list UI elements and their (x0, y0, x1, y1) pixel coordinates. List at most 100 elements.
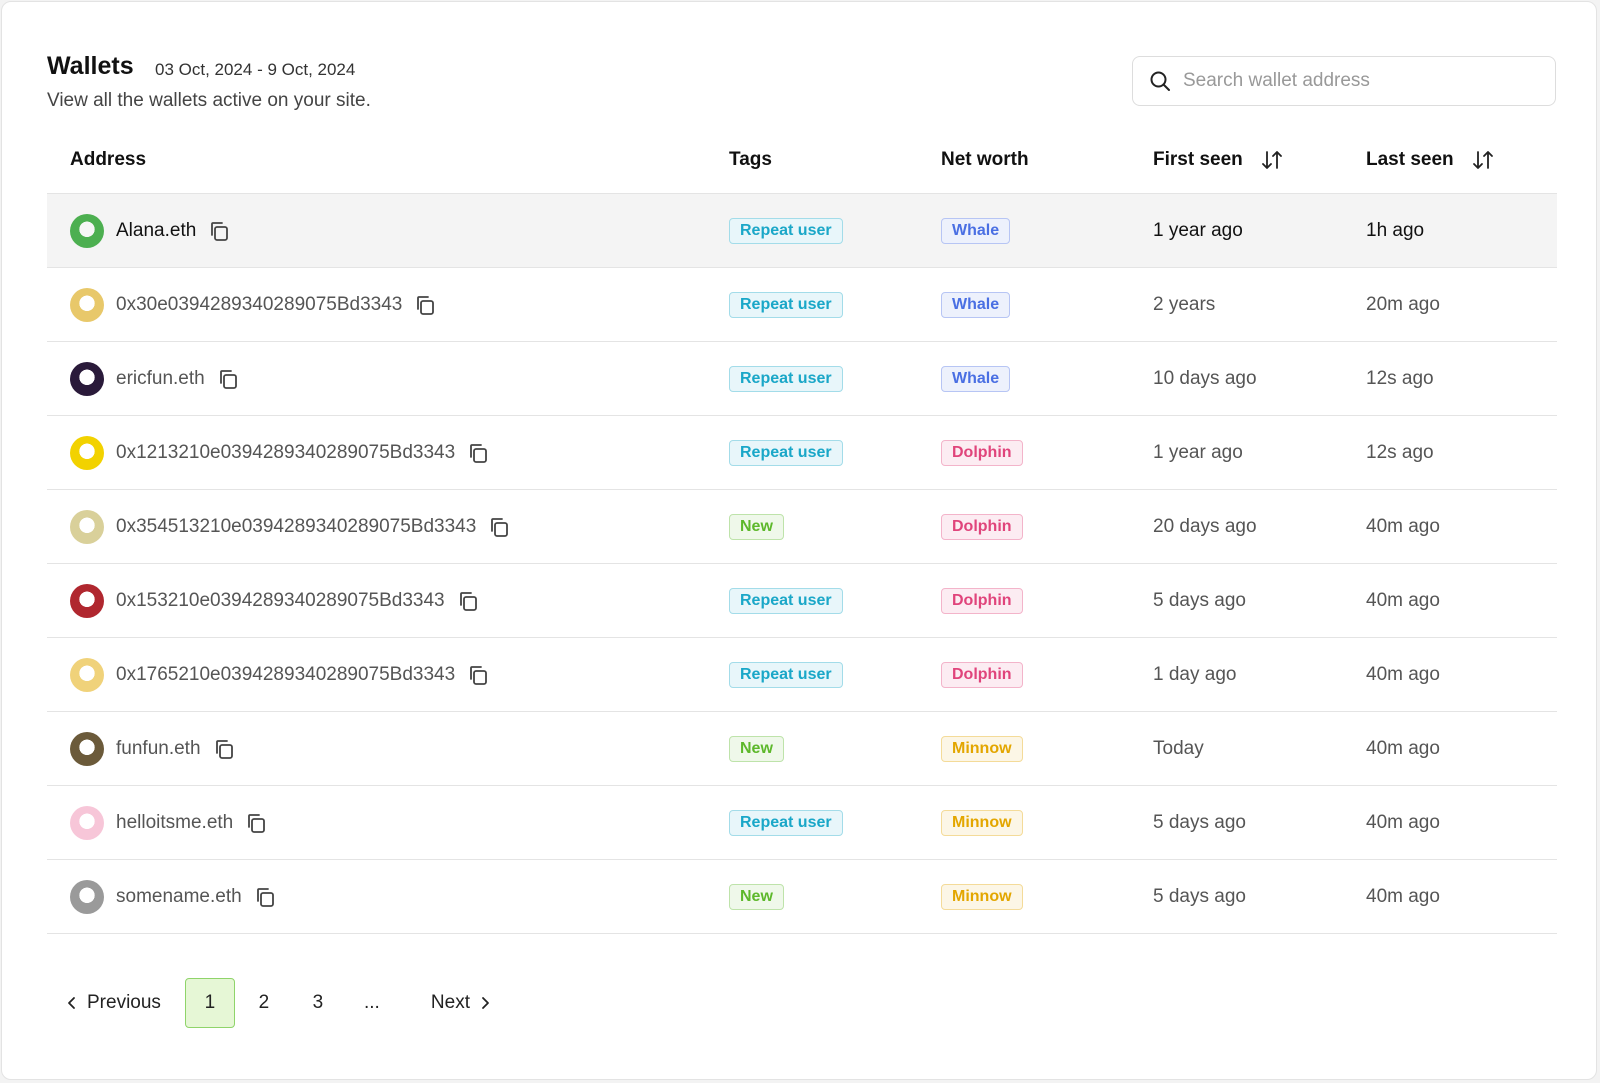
net-worth-pill: Dolphin (941, 439, 1023, 466)
page-button[interactable]: 1 (184, 978, 235, 1028)
copy-icon[interactable] (488, 516, 510, 538)
address-cell: 0x30e0394289340289075Bd3343 (47, 287, 706, 322)
tag-pill: Repeat user (729, 291, 843, 318)
avatar (70, 435, 104, 470)
last-seen: 40m ago (1366, 663, 1440, 685)
net-worth-pill: Whale (941, 291, 1011, 318)
net-worth-cell: Dolphin (918, 661, 1130, 688)
net-worth-cell: Whale (918, 291, 1130, 318)
copy-icon[interactable] (254, 886, 276, 908)
first-seen: Today (1153, 737, 1204, 759)
previous-label: Previous (87, 992, 161, 1013)
first-seen-cell: 1 day ago (1130, 664, 1343, 686)
first-seen: 5 days ago (1153, 811, 1246, 833)
net-worth-pill: Dolphin (941, 661, 1023, 688)
first-seen: 1 year ago (1153, 441, 1243, 463)
table-row: 0x1213210e0394289340289075Bd3343 Repeat u… (47, 416, 1557, 490)
net-worth-pill: Minnow (941, 883, 1023, 910)
address-cell: Alana.eth (47, 213, 706, 248)
wallet-address: 0x153210e0394289340289075Bd3343 (116, 589, 445, 611)
last-seen-cell: 40m ago (1343, 738, 1557, 760)
first-seen: 1 year ago (1153, 219, 1243, 241)
net-worth-pill: Minnow (941, 735, 1023, 762)
column-label: First seen (1153, 148, 1243, 170)
address-cell: 0x354513210e0394289340289075Bd3343 (47, 509, 706, 544)
first-seen-cell: Today (1130, 738, 1343, 760)
search-placeholder: Search wallet address (1183, 70, 1370, 91)
sort-icon[interactable] (1472, 149, 1494, 171)
first-seen: 20 days ago (1153, 515, 1257, 537)
tag-cell: Repeat user (706, 439, 918, 466)
tag-cell: Repeat user (706, 587, 918, 614)
table-row: somename.eth New Minnow 5 days ago 40m ago (47, 860, 1557, 934)
tag-pill: Repeat user (729, 661, 843, 688)
tag-pill: New (729, 883, 784, 910)
search-box[interactable]: Search wallet address (1132, 56, 1556, 106)
wallet-address: 0x354513210e0394289340289075Bd3343 (116, 515, 477, 537)
wallet-address: funfun.eth (116, 737, 201, 759)
table-row: 0x30e0394289340289075Bd3343 Repeat user Wh… (47, 268, 1557, 342)
table-row: ericfun.eth Repeat user Whale 10 days ago 12… (47, 342, 1557, 416)
net-worth-pill: Whale (941, 217, 1011, 244)
last-seen-cell: 12s ago (1343, 442, 1557, 464)
first-seen: 5 days ago (1153, 589, 1246, 611)
date-range: 03 Oct, 2024 - 9 Oct, 2024 (155, 60, 356, 79)
last-seen: 40m ago (1366, 589, 1440, 611)
sort-icon[interactable] (1261, 149, 1283, 171)
tag-cell: Repeat user (706, 217, 918, 244)
avatar (70, 731, 104, 766)
header-cell: Net worth (918, 149, 1130, 171)
net-worth-cell: Minnow (918, 809, 1130, 836)
copy-icon[interactable] (467, 442, 489, 464)
tag-cell: Repeat user (706, 291, 918, 318)
header-cell: First seen (1130, 149, 1343, 171)
next-button[interactable]: Next (431, 992, 492, 1014)
avatar (70, 509, 104, 544)
last-seen: 40m ago (1366, 515, 1440, 537)
tag-pill: Repeat user (729, 217, 843, 244)
page-button[interactable]: ... (364, 992, 380, 1013)
copy-icon[interactable] (245, 812, 267, 834)
copy-icon[interactable] (213, 738, 235, 760)
wallet-address: somename.eth (116, 885, 242, 907)
net-worth-cell: Dolphin (918, 513, 1130, 540)
net-worth-cell: Whale (918, 365, 1130, 392)
first-seen: 1 day ago (1153, 663, 1237, 685)
tag-pill: Repeat user (729, 809, 843, 836)
copy-icon[interactable] (457, 590, 479, 612)
copy-icon[interactable] (217, 368, 239, 390)
tag-pill: New (729, 735, 784, 762)
address-cell: helloitsme.eth (47, 805, 706, 840)
page-button[interactable]: 2 (258, 992, 270, 1013)
last-seen-cell: 20m ago (1343, 294, 1557, 316)
table-row: 0x354513210e0394289340289075Bd3343 New Dol… (47, 490, 1557, 564)
net-worth-cell: Dolphin (918, 587, 1130, 614)
copy-icon[interactable] (414, 294, 436, 316)
tag-cell: Repeat user (706, 365, 918, 392)
first-seen-cell: 5 days ago (1130, 886, 1343, 908)
page-button[interactable]: 3 (312, 992, 324, 1013)
address-cell: ericfun.eth (47, 361, 706, 396)
last-seen-cell: 40m ago (1343, 590, 1557, 612)
copy-icon[interactable] (208, 220, 230, 242)
first-seen: 10 days ago (1153, 367, 1257, 389)
table-row: 0x153210e0394289340289075Bd3343 Repeat us… (47, 564, 1557, 638)
wallet-address: 0x1213210e0394289340289075Bd3343 (116, 441, 456, 463)
last-seen: 40m ago (1366, 811, 1440, 833)
first-seen-cell: 20 days ago (1130, 516, 1343, 538)
first-seen: 2 years (1153, 293, 1216, 315)
wallet-address: helloitsme.eth (116, 811, 234, 833)
last-seen-cell: 40m ago (1343, 812, 1557, 834)
avatar (70, 583, 104, 618)
subtitle: View all the wallets active on your site… (47, 90, 371, 111)
avatar (70, 805, 104, 840)
copy-icon[interactable] (467, 664, 489, 686)
previous-button[interactable]: Previous (65, 992, 161, 1014)
last-seen: 1h ago (1366, 219, 1425, 241)
tag-pill: Repeat user (729, 587, 843, 614)
tag-pill: New (729, 513, 784, 540)
avatar (70, 657, 104, 692)
net-worth-cell: Whale (918, 217, 1130, 244)
search-icon (1150, 71, 1170, 91)
tag-pill: Repeat user (729, 439, 843, 466)
